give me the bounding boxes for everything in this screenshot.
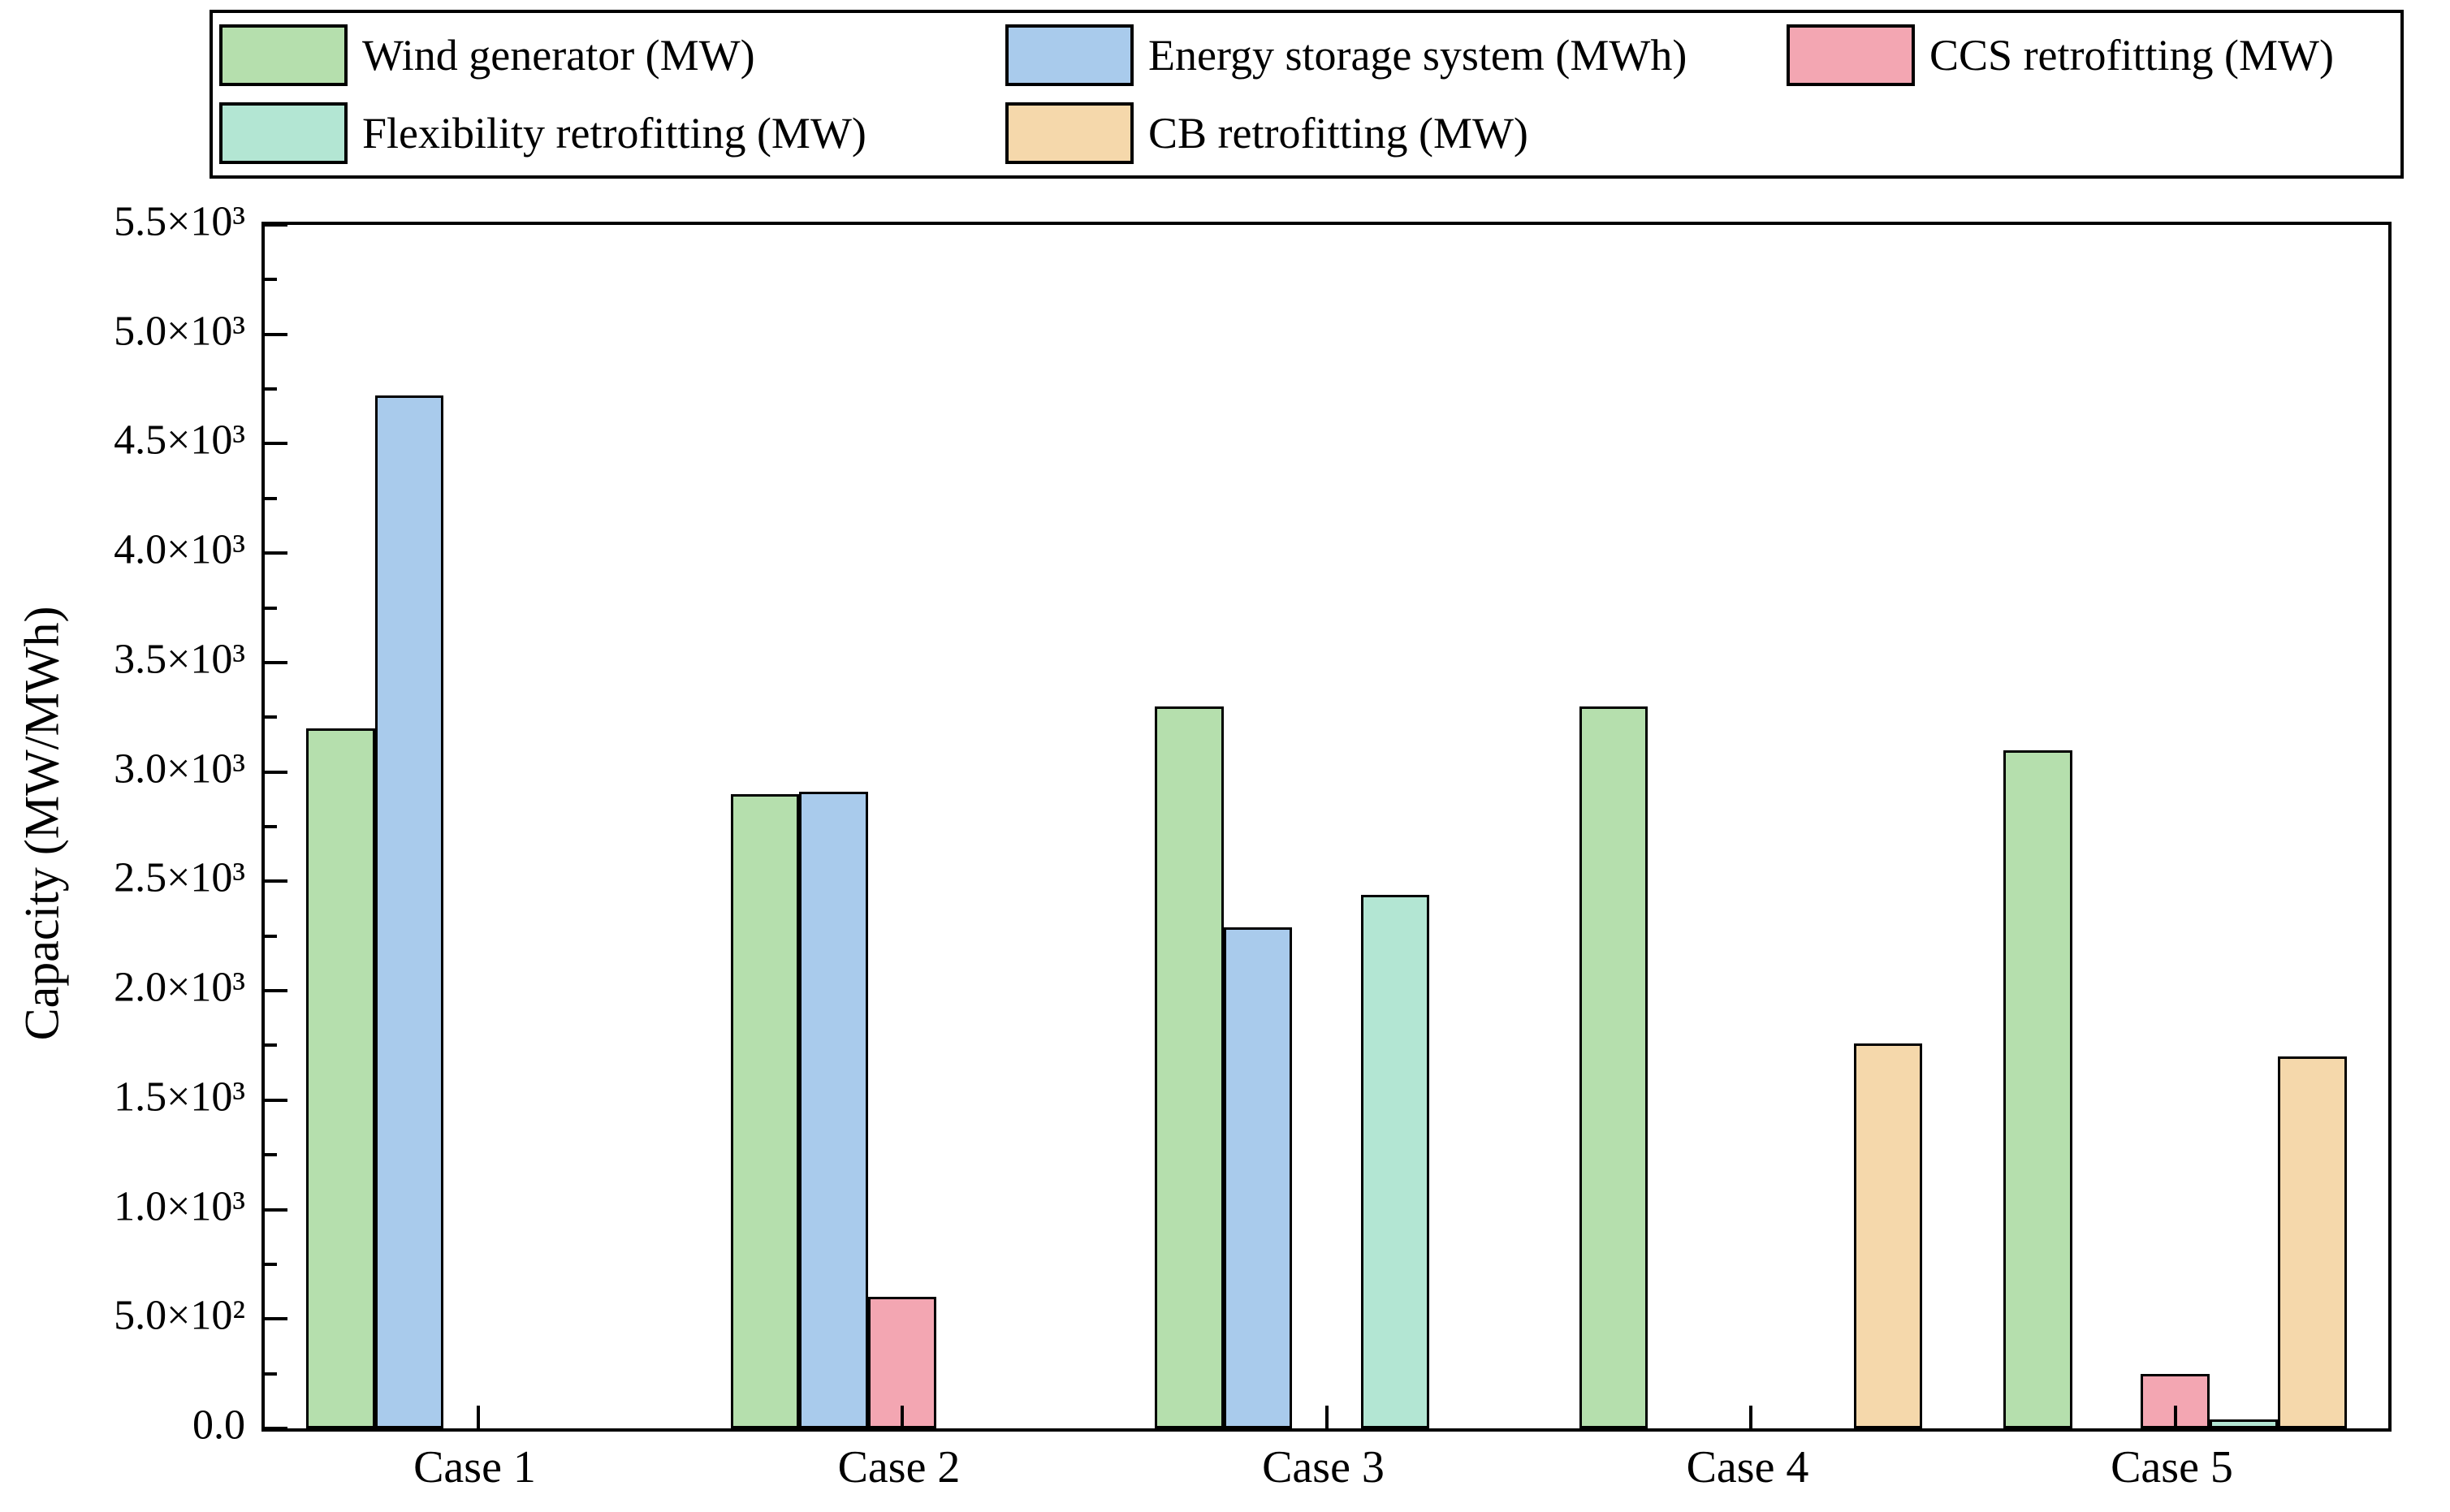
bar bbox=[1155, 706, 1224, 1428]
x-tick-label: Case 5 bbox=[2111, 1442, 2233, 1493]
legend-label: Flexibility retrofitting (MW) bbox=[362, 109, 866, 158]
y-tick-label: 0.0 bbox=[192, 1402, 245, 1449]
x-tick bbox=[1749, 1406, 1752, 1428]
y-tick-label: 2.0×10³ bbox=[114, 964, 245, 1011]
x-tick-label: Case 1 bbox=[413, 1442, 536, 1493]
y-minor-tick bbox=[265, 934, 277, 938]
y-major-tick bbox=[265, 879, 287, 883]
bar bbox=[2209, 1419, 2279, 1428]
bar bbox=[306, 728, 375, 1428]
x-tick bbox=[1324, 1406, 1329, 1428]
y-minor-tick bbox=[265, 278, 277, 282]
y-minor-tick bbox=[265, 606, 277, 610]
y-major-tick bbox=[265, 989, 287, 993]
y-major-tick bbox=[265, 332, 287, 336]
y-major-tick bbox=[265, 551, 287, 555]
x-tick-label: Case 4 bbox=[1686, 1442, 1809, 1493]
legend-item-1: Energy storage system (MWh) bbox=[1005, 24, 1787, 86]
y-tick-label: 3.0×10³ bbox=[114, 745, 245, 793]
legend-label: Wind generator (MW) bbox=[362, 31, 755, 80]
legend: Wind generator (MW) Energy storage system… bbox=[210, 10, 2404, 179]
y-axis-tick-labels: 0.0 5.0×10² 1.0×10³ 1.5×10³ 2.0×10³ 2.5×10³ 3.… bbox=[0, 199, 245, 1449]
y-major-tick bbox=[265, 1427, 287, 1430]
y-major-tick bbox=[265, 442, 287, 446]
y-minor-tick bbox=[265, 1043, 277, 1048]
legend-label: Energy storage system (MWh) bbox=[1148, 31, 1687, 80]
bar bbox=[2003, 750, 2072, 1428]
y-tick-label: 4.5×10³ bbox=[114, 417, 245, 464]
legend-swatch-icon bbox=[1787, 24, 1915, 86]
y-tick-label: 1.5×10³ bbox=[114, 1074, 245, 1121]
x-tick bbox=[476, 1406, 480, 1428]
y-major-tick bbox=[265, 1207, 287, 1212]
legend-label: CB retrofitting (MW) bbox=[1148, 109, 1528, 158]
y-major-tick bbox=[265, 770, 287, 774]
y-tick-label: 5.5×10³ bbox=[114, 198, 245, 245]
legend-item-4: CB retrofitting (MW) bbox=[1005, 102, 1787, 164]
bar bbox=[2278, 1056, 2347, 1428]
bar bbox=[374, 395, 444, 1428]
legend-item-3: Flexibility retrofitting (MW) bbox=[219, 102, 1005, 164]
bar bbox=[799, 791, 868, 1428]
y-minor-tick bbox=[265, 825, 277, 828]
y-tick-label: 2.5×10³ bbox=[114, 854, 245, 901]
y-major-tick bbox=[265, 660, 287, 664]
y-tick-label: 5.0×10² bbox=[114, 1292, 245, 1339]
y-minor-tick bbox=[265, 496, 277, 500]
y-major-tick bbox=[265, 1317, 287, 1321]
y-minor-tick bbox=[265, 1372, 277, 1376]
y-tick-label: 1.0×10³ bbox=[114, 1183, 245, 1230]
x-axis-tick-labels: Case 1 Case 2 Case 3 Case 4 Case 5 bbox=[261, 1441, 2385, 1506]
legend-label: CCS retrofitting (MW) bbox=[1929, 31, 2334, 80]
legend-swatch-icon bbox=[219, 102, 348, 164]
legend-swatch-icon bbox=[219, 24, 348, 86]
y-minor-tick bbox=[265, 387, 277, 391]
x-tick-label: Case 3 bbox=[1262, 1442, 1385, 1493]
bar bbox=[1853, 1043, 1923, 1428]
x-tick bbox=[2173, 1406, 2177, 1428]
y-tick-label: 5.0×10³ bbox=[114, 308, 245, 355]
y-tick-label: 3.5×10³ bbox=[114, 636, 245, 683]
legend-swatch-icon bbox=[1005, 102, 1134, 164]
y-major-tick bbox=[265, 1098, 287, 1102]
bar bbox=[1360, 894, 1430, 1428]
legend-item-0: Wind generator (MW) bbox=[219, 24, 1005, 86]
y-minor-tick bbox=[265, 1262, 277, 1266]
y-tick-label: 4.0×10³ bbox=[114, 526, 245, 573]
legend-swatch-icon bbox=[1005, 24, 1134, 86]
y-minor-tick bbox=[265, 715, 277, 719]
bar bbox=[1223, 927, 1293, 1428]
plot-area bbox=[261, 222, 2392, 1432]
y-minor-tick bbox=[265, 1153, 277, 1157]
bar bbox=[1579, 706, 1648, 1428]
x-tick bbox=[901, 1406, 904, 1428]
bar bbox=[730, 793, 800, 1428]
x-tick-label: Case 2 bbox=[837, 1442, 961, 1493]
y-major-tick bbox=[265, 223, 287, 227]
legend-item-2: CCS retrofitting (MW) bbox=[1787, 24, 2400, 86]
